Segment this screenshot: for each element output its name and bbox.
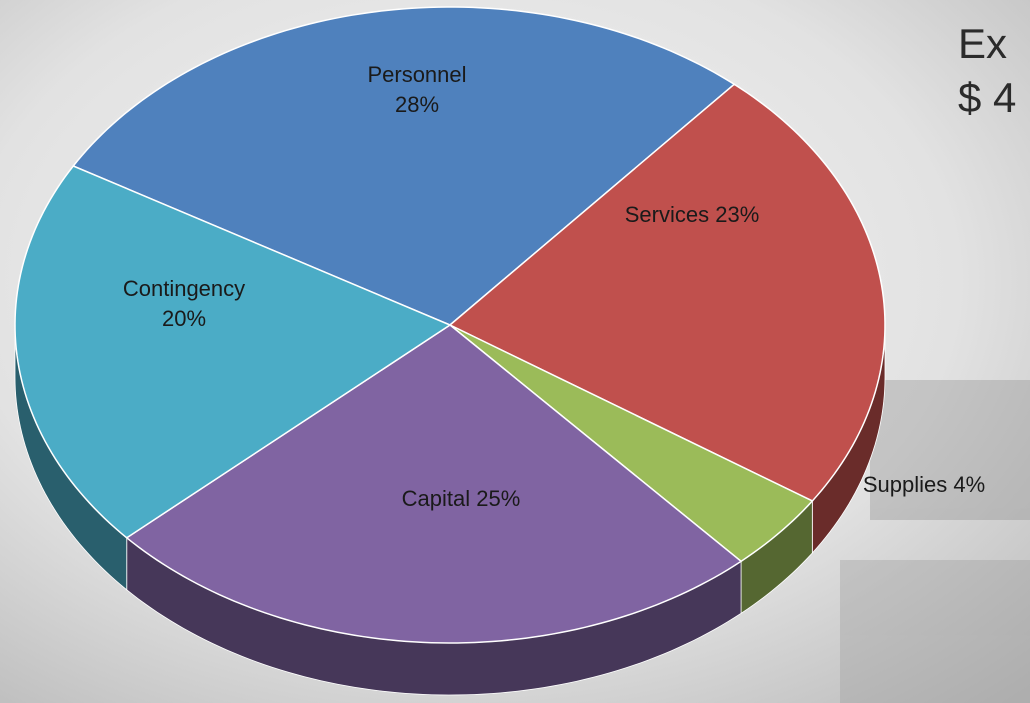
label-value: 4%	[953, 472, 985, 497]
slide: Ex $ 4 Personnel 28% Services 23% Supplies …	[0, 0, 1030, 703]
label-category: Personnel	[367, 62, 466, 87]
label-category: Services	[625, 202, 709, 227]
label-value: 25%	[476, 486, 520, 511]
label-value: 28%	[395, 92, 439, 117]
title-line: $ 4	[958, 74, 1016, 121]
page: Ex $ 4 Personnel 28% Services 23% Supplies …	[0, 0, 1030, 703]
label-category: Contingency	[123, 276, 245, 301]
label-value: 23%	[715, 202, 759, 227]
data-label: Supplies 4%	[863, 472, 985, 497]
data-label: Services 23%	[625, 202, 760, 227]
label-category: Capital	[402, 486, 470, 511]
data-label: Capital 25%	[402, 486, 521, 511]
pie-chart	[15, 7, 885, 695]
label-value: 20%	[162, 306, 206, 331]
label-category: Supplies	[863, 472, 947, 497]
title-line: Ex	[958, 20, 1007, 67]
